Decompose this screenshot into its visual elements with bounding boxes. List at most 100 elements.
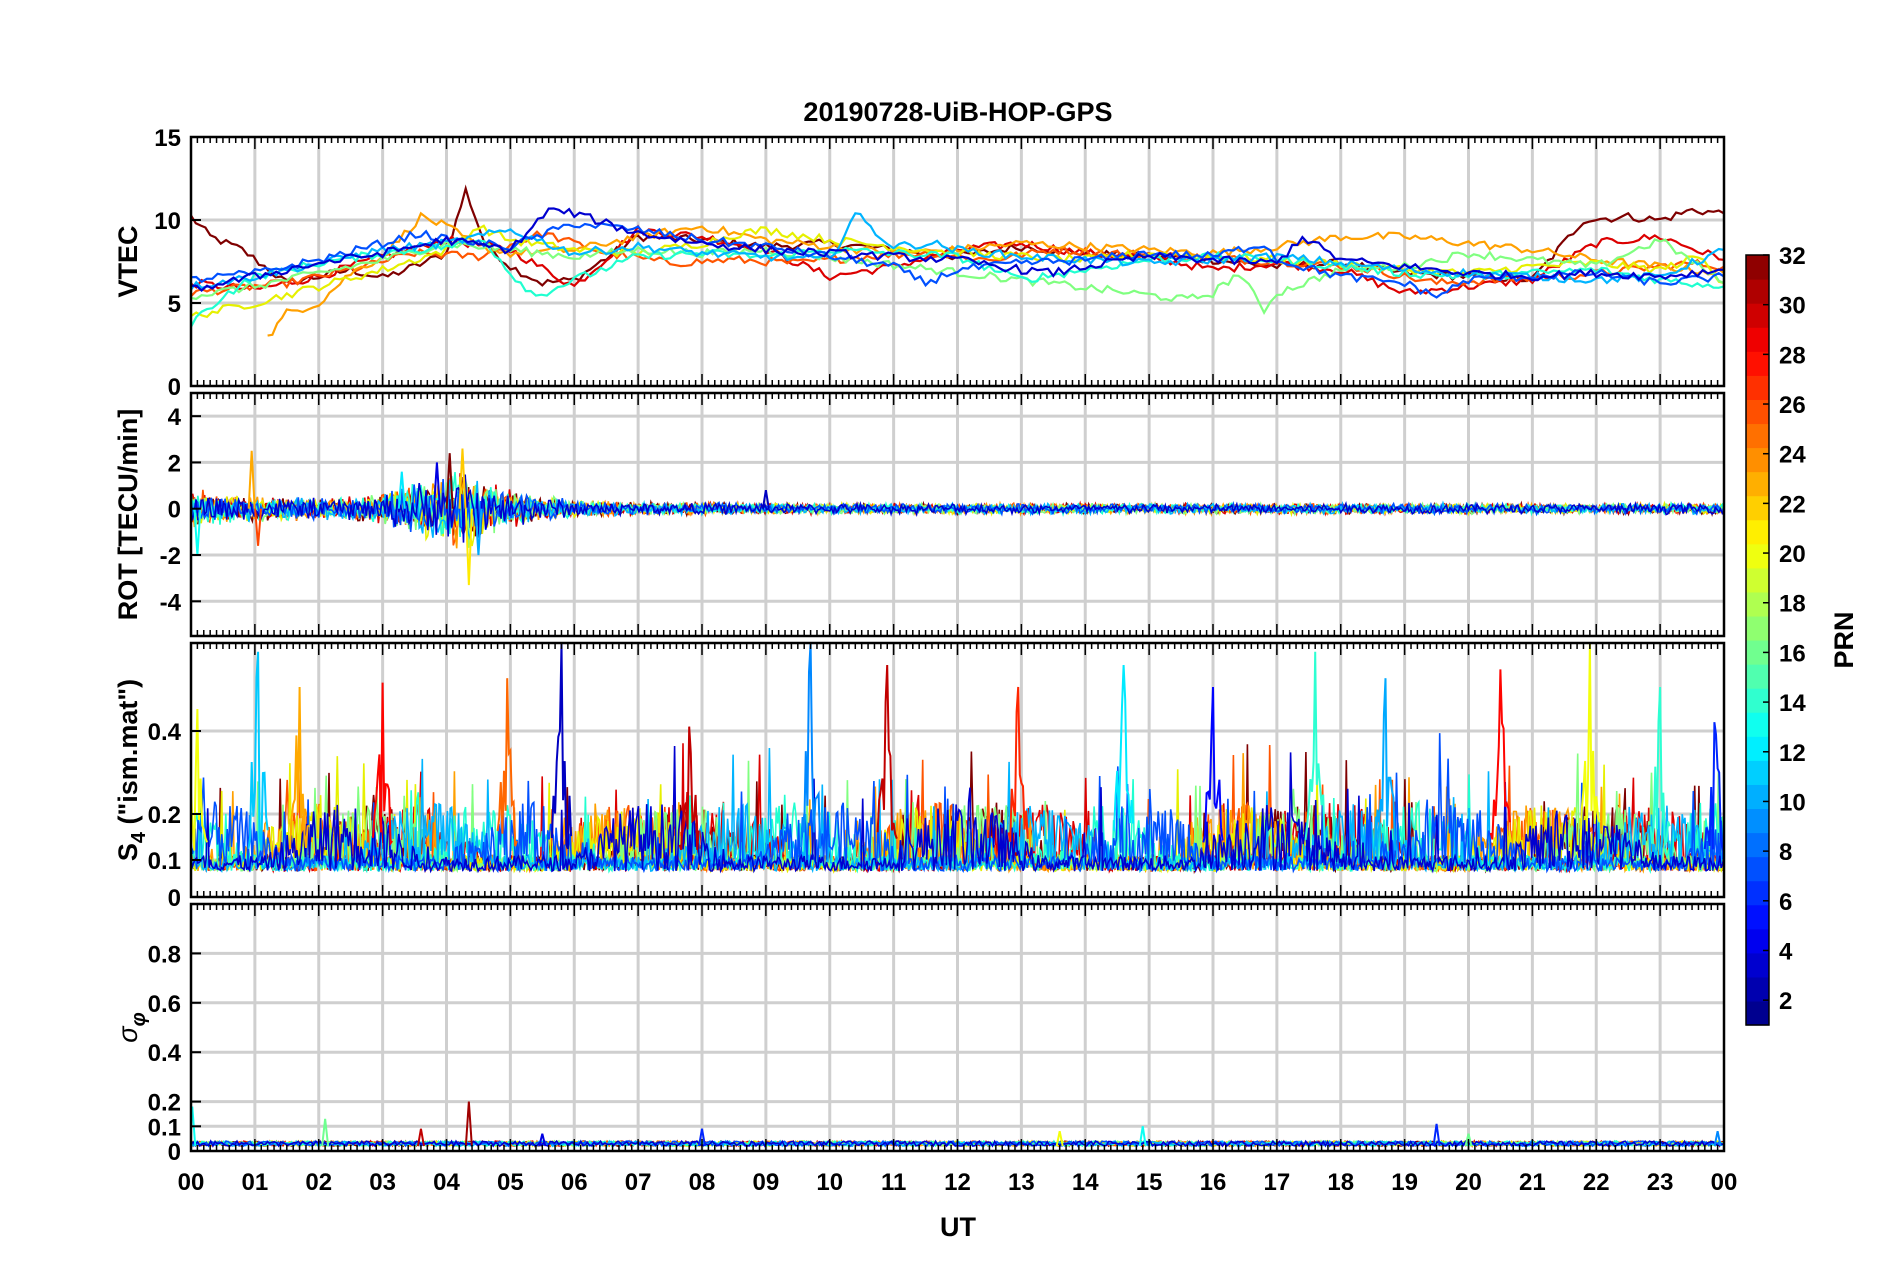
x-tick-label: 01: [242, 1169, 269, 1196]
colorbar-band: [1746, 905, 1769, 930]
colorbar-band: [1746, 736, 1769, 761]
colorbar-tick-label: 8: [1779, 839, 1792, 866]
colorbar-band: [1746, 472, 1769, 497]
colorbar-band: [1746, 616, 1769, 641]
colorbar-band: [1746, 784, 1769, 809]
colorbar-band: [1746, 520, 1769, 545]
y-tick-label: 0.1: [148, 1114, 181, 1141]
colorbar-band: [1746, 760, 1769, 785]
x-tick-label: 14: [1072, 1169, 1099, 1196]
chart-title: 20190728-UiB-HOP-GPS: [803, 97, 1112, 127]
x-tick-label: 13: [1008, 1169, 1035, 1196]
colorbar-band: [1746, 448, 1769, 473]
colorbar-tick-label: 2: [1779, 988, 1792, 1015]
y-axis-label-main: S: [113, 843, 143, 861]
panel-4: 00.10.2 0.4 0.6 0.8 σφ: [113, 904, 1724, 1166]
colorbar-band: [1746, 303, 1769, 328]
x-axis-label: UT: [940, 1212, 976, 1242]
y-axis-label-rest: ("ism.mat"): [113, 679, 143, 832]
colorbar-band: [1746, 712, 1769, 737]
colorbar-tick-label: 24: [1779, 442, 1806, 469]
x-tick-label: 03: [369, 1169, 396, 1196]
y-tick-label: 0: [168, 885, 181, 912]
colorbar-band: [1746, 929, 1769, 954]
colorbar-band: [1746, 592, 1769, 617]
x-tick-label: 09: [753, 1169, 780, 1196]
colorbar-tick-label: 6: [1779, 889, 1792, 916]
x-tick-label: 00: [1711, 1169, 1738, 1196]
y-tick-label: -2: [160, 543, 181, 570]
x-tick-label: 11: [881, 1169, 906, 1196]
x-tick-label: 22: [1583, 1169, 1610, 1196]
colorbar-band: [1746, 399, 1769, 424]
x-tick-label: 15: [1136, 1169, 1163, 1196]
colorbar-band: [1746, 423, 1769, 448]
colorbar-tick-label: 12: [1779, 740, 1806, 767]
y-tick-label: 0: [168, 374, 181, 401]
colorbar-tick-label: 14: [1779, 690, 1806, 717]
colorbar-tick-label: 16: [1779, 640, 1806, 667]
x-tick-label: 08: [689, 1169, 716, 1196]
colorbar-band: [1746, 664, 1769, 689]
y-tick-label: 0.2: [148, 1090, 181, 1117]
x-tick-label: 02: [305, 1169, 332, 1196]
colorbar-band: [1746, 375, 1769, 400]
x-tick-label: 17: [1264, 1169, 1291, 1196]
x-tick-label: 21: [1519, 1169, 1546, 1196]
x-tick-label: 05: [497, 1169, 524, 1196]
colorbar-band: [1746, 881, 1769, 906]
y-tick-label: 0.6: [148, 991, 181, 1018]
colorbar-tick-label: 26: [1779, 392, 1806, 419]
x-tick-label: 00: [178, 1169, 205, 1196]
x-tick-label: 20: [1455, 1169, 1482, 1196]
x-tick-label: 07: [625, 1169, 652, 1196]
colorbar-band: [1746, 568, 1769, 593]
panel-1: 0 5 10 15 VTEC: [113, 125, 1724, 401]
colorbar-tick-label: 32: [1779, 243, 1806, 270]
colorbar-tick-label: 18: [1779, 591, 1806, 618]
colorbar-tick-label: 4: [1779, 938, 1793, 965]
x-tick-label: 23: [1647, 1169, 1674, 1196]
y-tick-label: 0.2: [148, 802, 181, 829]
colorbar-band: [1746, 808, 1769, 833]
y-tick-label: 0.8: [148, 941, 181, 968]
colorbar-tick-label: 10: [1779, 789, 1806, 816]
y-tick-label: 2: [168, 450, 181, 477]
colorbar-band: [1746, 327, 1769, 352]
y-axis-label: S4 ("ism.mat"): [113, 679, 150, 861]
panel-3: 00.10.20.4S4 ("ism.mat"): [113, 643, 1724, 912]
y-tick-label: 10: [154, 208, 181, 235]
y-tick-label: 15: [154, 125, 181, 152]
y-axis-label-sub: φ: [128, 1012, 150, 1026]
colorbar-band: [1746, 279, 1769, 304]
y-axis-label: ROT [TECU/min]: [113, 409, 143, 620]
x-tick-label: 12: [944, 1169, 971, 1196]
colorbar-band: [1746, 544, 1769, 569]
colorbar: 2468101214161820222426283032: [1746, 243, 1806, 1026]
x-tick-label: 10: [816, 1169, 843, 1196]
colorbar-band: [1746, 977, 1769, 1002]
colorbar-tick-label: 20: [1779, 541, 1806, 568]
colorbar-band: [1746, 833, 1769, 858]
x-tick-label: 06: [561, 1169, 588, 1196]
colorbar-band: [1746, 953, 1769, 978]
y-tick-label: 5: [168, 291, 181, 318]
panel-2: -4-2024ROT [TECU/min]: [113, 393, 1724, 636]
y-tick-label: 4: [168, 404, 182, 431]
x-tick-label: 04: [433, 1169, 460, 1196]
x-tick-label: 16: [1200, 1169, 1227, 1196]
colorbar-band: [1746, 857, 1769, 882]
colorbar-band: [1746, 255, 1769, 280]
x-axis: 00 01 02 03 04 05 06 07 08 09 10 11 12 13 14 15 16 17 18 19…: [178, 1169, 1738, 1196]
colorbar-tick-label: 30: [1779, 293, 1806, 320]
y-tick-label: 0.1: [148, 848, 181, 875]
y-tick-label: 0: [168, 497, 181, 524]
y-axis-label-main: σ: [113, 1025, 143, 1043]
colorbar-band: [1746, 688, 1769, 713]
colorbar-tick-label: 22: [1779, 491, 1806, 518]
colorbar-band: [1746, 496, 1769, 521]
x-tick-label: 19: [1391, 1169, 1418, 1196]
